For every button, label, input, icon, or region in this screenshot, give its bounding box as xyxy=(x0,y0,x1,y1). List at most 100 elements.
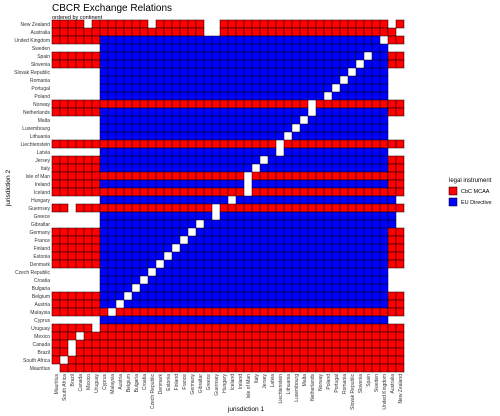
cell-denmark-guernsey xyxy=(155,203,165,213)
cell-slovenia-liechtenstein xyxy=(355,139,365,149)
cell-united-kingdom-belgium xyxy=(379,291,389,301)
cell-romania-cyprus xyxy=(339,315,349,325)
x-tick-liechtenstein: Liechtenstein xyxy=(278,374,284,404)
cell-sweden-italy xyxy=(371,163,381,173)
cell-belgium-new-zealand xyxy=(123,19,133,29)
cell-france-liechtenstein xyxy=(179,139,189,149)
cell-spain-norway xyxy=(363,99,373,109)
cell-sweden-portugal xyxy=(371,83,381,93)
cell-slovak-republic-lithuania xyxy=(347,131,357,141)
cell-italy-denmark xyxy=(251,259,261,269)
cell-poland-czech-republic xyxy=(323,267,333,277)
y-tick-iceland: Iceland xyxy=(34,190,50,196)
cell-france-slovak-republic xyxy=(179,67,189,77)
cell-luxembourg-italy xyxy=(291,163,301,173)
cell-bulgaria-spain xyxy=(131,51,141,61)
x-tick-malaysia: Malaysia xyxy=(110,374,116,394)
cell-croatia-united-kingdom xyxy=(139,35,149,45)
cell-germany-czech-republic xyxy=(187,267,197,277)
cell-slovenia-brazil xyxy=(355,347,365,357)
cell-denmark-jersey xyxy=(155,155,165,165)
cell-new-zealand-italy xyxy=(395,163,405,173)
cell-spain-ireland xyxy=(363,179,373,189)
cell-spain-slovenia xyxy=(363,59,373,69)
cell-isle-of-man-denmark xyxy=(243,259,253,269)
cell-italy-spain xyxy=(251,51,261,61)
cell-poland-uruguay xyxy=(323,323,333,333)
cell-australia-guernsey xyxy=(387,203,397,213)
cell-uruguay-guernsey xyxy=(91,203,101,213)
cell-belgium-cyprus xyxy=(123,315,133,325)
cell-gibraltar-australia xyxy=(195,27,205,37)
cell-spain-gibraltar xyxy=(363,219,373,229)
cell-brazil-new-zealand xyxy=(67,19,77,29)
cell-luxembourg-estonia xyxy=(291,251,301,261)
y-tick-malaysia: Malaysia xyxy=(30,310,50,316)
cell-slovak-republic-cyprus xyxy=(347,315,357,325)
cell-romania-portugal xyxy=(339,83,349,93)
cell-canada-jersey xyxy=(75,155,85,165)
cell-lithuania-latvia xyxy=(283,147,293,157)
cell-new-zealand-germany xyxy=(395,227,405,237)
cell-ireland-slovenia xyxy=(235,59,245,69)
cell-new-zealand-mauritius xyxy=(395,363,405,373)
cell-finland-lithuania xyxy=(171,131,181,141)
cell-bulgaria-finland xyxy=(131,243,141,253)
cell-canada-new-zealand xyxy=(75,19,85,29)
cell-ireland-belgium xyxy=(235,291,245,301)
cell-bulgaria-cyprus xyxy=(131,315,141,325)
cell-estonia-france xyxy=(163,235,173,245)
cell-portugal-canada xyxy=(331,339,341,349)
y-tick-jersey: Jersey xyxy=(35,158,50,164)
cell-portugal-greece xyxy=(331,211,341,221)
cell-hungary-malta xyxy=(219,115,229,125)
cell-croatia-belgium xyxy=(139,291,149,301)
legend-swatch-eu-directive xyxy=(448,197,458,207)
cell-lithuania-hungary xyxy=(283,195,293,205)
cell-sweden-germany xyxy=(371,227,381,237)
cell-lithuania-uruguay xyxy=(283,323,293,333)
cell-austria-brazil xyxy=(115,347,125,357)
cell-south-africa-denmark xyxy=(59,259,69,269)
cell-cyprus-united-kingdom xyxy=(99,35,109,45)
cell-australia-italy xyxy=(387,163,397,173)
cell-hungary-isle-of-man xyxy=(219,171,229,181)
cell-denmark-uruguay xyxy=(155,323,165,333)
cell-poland-netherlands xyxy=(323,107,333,117)
cell-lithuania-estonia xyxy=(283,251,293,261)
cell-slovenia-sweden xyxy=(355,43,365,53)
cell-iceland-austria xyxy=(227,299,237,309)
cell-czech-republic-belgium xyxy=(147,291,157,301)
cell-estonia-slovenia xyxy=(163,59,173,69)
cell-greece-norway xyxy=(203,99,213,109)
cell-malaysia-liechtenstein xyxy=(107,139,117,149)
x-tick-france: France xyxy=(182,374,188,390)
cell-lithuania-bulgaria xyxy=(283,283,293,293)
cell-portugal-slovak-republic xyxy=(331,67,341,77)
cell-greece-cyprus xyxy=(203,315,213,325)
cell-jersey-czech-republic xyxy=(259,267,269,277)
cell-greece-belgium xyxy=(203,291,213,301)
cell-isle-of-man-italy xyxy=(243,163,253,173)
cell-norway-estonia xyxy=(315,251,325,261)
cell-guernsey-jersey xyxy=(211,155,221,165)
cell-liechtenstein-croatia xyxy=(275,275,285,285)
cell-cyprus-norway xyxy=(99,99,109,109)
cell-denmark-sweden xyxy=(155,43,165,53)
cell-netherlands-south-africa xyxy=(307,355,317,365)
cell-austria-ireland xyxy=(115,179,125,189)
cell-luxembourg-ireland xyxy=(291,179,301,189)
cell-liechtenstein-poland xyxy=(275,91,285,101)
cell-sweden-bulgaria xyxy=(371,283,381,293)
cell-romania-sweden xyxy=(339,43,349,53)
cell-guernsey-hungary xyxy=(211,195,221,205)
cell-netherlands-malaysia xyxy=(307,307,317,317)
cell-belgium-bulgaria xyxy=(123,283,133,293)
cell-netherlands-france xyxy=(307,235,317,245)
cell-czech-republic-cyprus xyxy=(147,315,157,325)
cell-germany-gibraltar xyxy=(187,219,197,229)
cell-bulgaria-poland xyxy=(131,91,141,101)
y-tick-mexico: Mexico xyxy=(34,334,50,340)
cell-gibraltar-malta xyxy=(195,115,205,125)
cell-croatia-brazil xyxy=(139,347,149,357)
